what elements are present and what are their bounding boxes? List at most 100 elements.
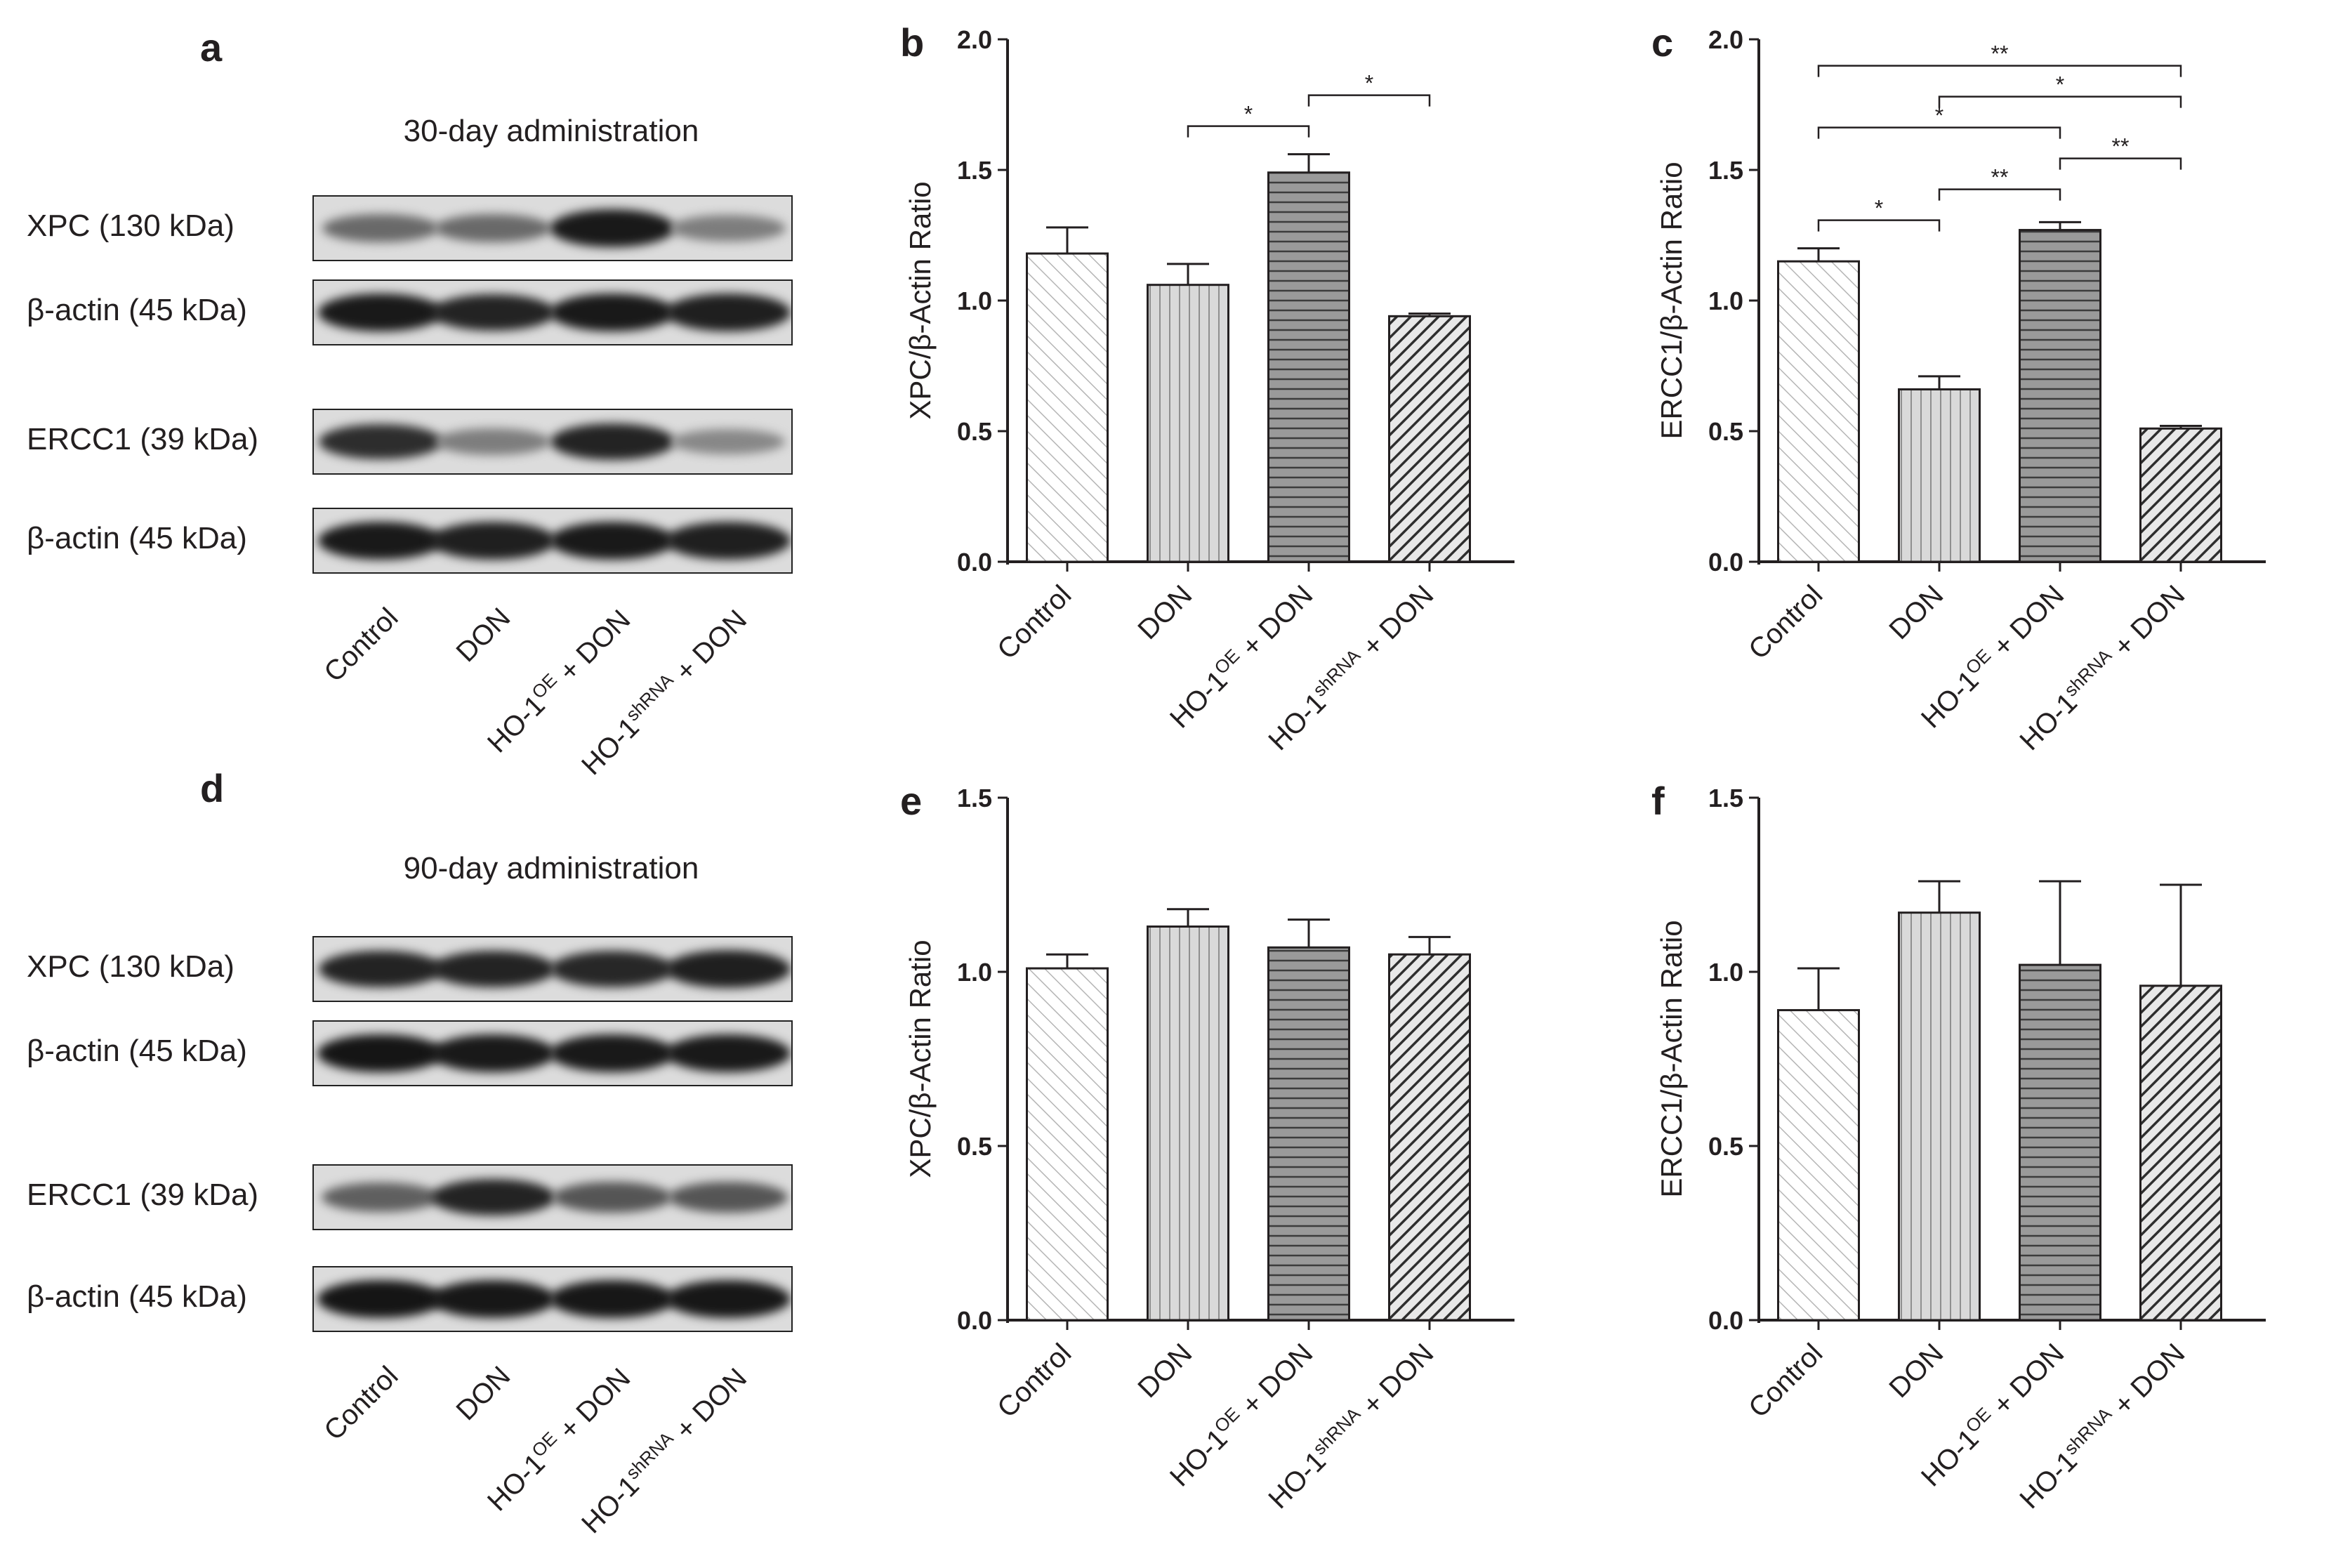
y-tick-label: 0.5 <box>1708 1132 1743 1161</box>
protein-band <box>430 1279 556 1319</box>
lane-label: DON <box>450 1360 517 1427</box>
bar <box>1388 953 1471 1322</box>
significance-bracket <box>1187 125 1310 138</box>
blot-strip <box>312 195 793 261</box>
y-tick-label: 2.0 <box>1708 25 1743 54</box>
significance-label: * <box>1365 71 1373 96</box>
bar <box>1026 967 1109 1322</box>
protein-band <box>435 428 550 455</box>
x-tick-label: DON <box>1132 1338 1198 1404</box>
x-tick-label: DON <box>1883 1338 1949 1404</box>
y-tick-label: 1.0 <box>1708 286 1743 315</box>
protein-band <box>665 1034 791 1073</box>
y-axis-label: ERCC1/β-Actin Ratio <box>1655 920 1688 1197</box>
blot-strip <box>312 508 793 574</box>
protein-band <box>319 423 442 460</box>
protein-band <box>430 294 555 331</box>
protein-band <box>317 1034 444 1073</box>
y-tick-label: 1.0 <box>1708 958 1743 987</box>
protein-band <box>430 522 555 560</box>
protein-band <box>317 1279 444 1319</box>
significance-bracket <box>1817 219 1941 232</box>
blot-row-label: β-actin (45 kDa) <box>27 1279 247 1314</box>
significance-label: ** <box>1991 41 2009 67</box>
blot-row-label: ERCC1 (39 kDa) <box>27 422 259 456</box>
x-tick-label: Control <box>991 579 1077 665</box>
significance-label: * <box>1244 102 1253 127</box>
bar-chart-c: c ERCC1/β-Actin Ratio 0.0 0.5 1.0 1.5 2.0 Contr… <box>1651 20 2266 756</box>
bar <box>1388 315 1471 563</box>
bar <box>1898 911 1981 1322</box>
significance-label: * <box>1875 196 1883 221</box>
y-tick-label: 0.5 <box>1708 417 1743 446</box>
lane-label: Control <box>318 1360 404 1447</box>
protein-band <box>322 1182 440 1213</box>
y-tick-label: 0.5 <box>957 417 992 446</box>
blot-strip <box>312 1020 793 1086</box>
protein-band <box>666 950 791 988</box>
blot-row-label: β-actin (45 kDa) <box>27 1034 247 1068</box>
protein-band <box>430 950 555 988</box>
blot-strip <box>312 409 793 475</box>
bar <box>2139 427 2222 563</box>
lane-label: Control <box>318 602 404 688</box>
bar <box>2139 984 2222 1322</box>
panel-letter: f <box>1651 779 1665 823</box>
bar-chart-f: f ERCC1/β-Actin Ratio 0.0 0.5 1.0 1.5 Control D… <box>1651 779 2266 1515</box>
bar <box>2019 229 2101 563</box>
significance-label: ** <box>2112 134 2130 159</box>
y-tick-label: 0.5 <box>957 1132 992 1161</box>
bar <box>1026 252 1109 563</box>
protein-band <box>317 521 444 560</box>
x-tick-label: Control <box>1743 1338 1828 1423</box>
y-axis-label: ERCC1/β-Actin Ratio <box>1655 162 1688 439</box>
x-tick-label: DON <box>1883 579 1949 645</box>
protein-band <box>318 950 443 988</box>
protein-band <box>434 213 552 243</box>
protein-band <box>549 209 675 248</box>
significance-bracket <box>1817 126 2061 139</box>
protein-band <box>549 1279 675 1319</box>
protein-band <box>317 293 444 332</box>
bar <box>1267 171 1350 563</box>
panel-letter: e <box>900 779 922 823</box>
bar <box>1147 925 1229 1322</box>
panel-letter: c <box>1651 20 1673 65</box>
significance-bracket <box>1817 65 2182 77</box>
protein-band <box>550 951 675 987</box>
significance-label: ** <box>1991 165 2009 190</box>
blot-row-label: ERCC1 (39 kDa) <box>27 1178 259 1212</box>
protein-band <box>549 293 675 332</box>
y-tick-label: 1.5 <box>957 784 992 812</box>
blot-strip <box>312 936 793 1002</box>
protein-band <box>671 215 786 242</box>
protein-band <box>665 1279 791 1319</box>
blot-row-label: XPC (130 kDa) <box>27 949 235 984</box>
x-tick-label: Control <box>1743 579 1828 665</box>
protein-band <box>671 429 785 454</box>
blot-row-label: β-actin (45 kDa) <box>27 521 247 555</box>
bar <box>1267 946 1350 1322</box>
significance-bracket <box>1938 95 2182 108</box>
y-axis-label: XPC/β-Actin Ratio <box>904 181 937 419</box>
protein-band <box>550 423 675 461</box>
y-tick-label: 1.0 <box>957 958 992 987</box>
significance-label: * <box>2056 72 2064 98</box>
blot-strip <box>312 279 793 345</box>
significance-bracket <box>1938 188 2061 201</box>
blot-strip <box>312 1164 793 1230</box>
panel-letter-d: d <box>200 766 225 810</box>
protein-band <box>549 1034 675 1073</box>
significance-bracket <box>1307 94 1431 107</box>
y-tick-label: 0.0 <box>957 548 992 577</box>
protein-band <box>322 213 440 243</box>
y-tick-label: 1.5 <box>1708 784 1743 812</box>
bar <box>1777 260 1860 563</box>
blot-title: 90-day administration <box>403 851 699 885</box>
panel-letter: b <box>900 20 924 65</box>
protein-band <box>430 1034 556 1073</box>
blot-strip <box>312 1266 793 1332</box>
protein-band <box>430 1178 555 1216</box>
x-tick-label: DON <box>1132 579 1198 645</box>
